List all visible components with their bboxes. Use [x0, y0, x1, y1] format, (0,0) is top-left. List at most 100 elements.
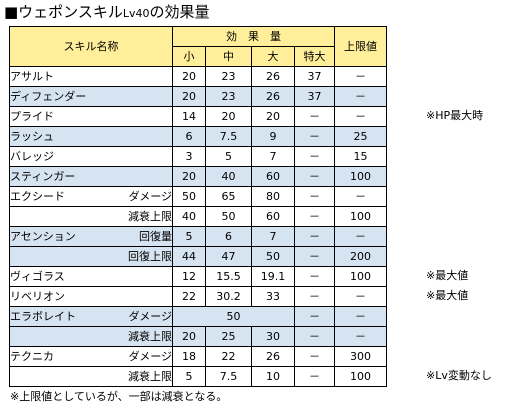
- skill-name-cell: リベリオン: [9, 286, 173, 307]
- table-row: バレッジ 3 5 7 － 15: [9, 146, 387, 167]
- table-row: 減衰上限 40 50 60 － 100: [9, 206, 387, 227]
- table-row: アサルト 20 23 26 37 －: [9, 66, 387, 87]
- table-row: リベリオン 22 30.2 33 －－: [9, 286, 387, 307]
- value-large-cell: 33: [251, 286, 295, 307]
- value-large-cell: 26: [251, 66, 295, 87]
- value-special-cell: －: [294, 166, 335, 187]
- limit-cell: 100: [334, 266, 387, 287]
- value-large-cell: 9: [251, 126, 295, 147]
- page-title: ■ウェポンスキルLv40の効果量: [4, 2, 210, 24]
- limit-cell: 100: [334, 366, 387, 387]
- limit-cell: －: [334, 286, 387, 307]
- table-row: スティンガー 20 40 60 － 100: [9, 166, 387, 187]
- limit-cell: －: [334, 66, 387, 87]
- header-row-1: スキル名称 効 果 量 上限値: [9, 26, 387, 67]
- value-medium-cell: 25: [205, 326, 252, 347]
- limit-cell: －: [334, 326, 387, 347]
- value-small-cell: 20: [172, 66, 206, 87]
- limit-cell: －: [334, 86, 387, 107]
- value-large-cell: 26: [251, 346, 295, 367]
- table-row: 減衰上限 5 7.5 10 － 100: [9, 366, 387, 387]
- note-hp-max: ※HP最大時: [426, 109, 484, 122]
- value-special-cell: －: [294, 246, 335, 267]
- skill-name-cell: [9, 366, 110, 387]
- value-small-cell: 22: [172, 286, 206, 307]
- value-large-cell: 19.1: [251, 266, 295, 287]
- value-large-cell: 20: [251, 106, 295, 127]
- value-small-cell: 5: [172, 366, 206, 387]
- value-special-cell: 37: [294, 86, 335, 107]
- effect-table: スキル名称 効 果 量 上限値 小 中 大 特大 アサルト 20 23 26 37 －ディ…: [9, 26, 387, 387]
- note-max-2: ※最大値: [426, 289, 469, 302]
- value-small-cell: 12: [172, 266, 206, 287]
- value-large-cell: 26: [251, 86, 295, 107]
- sub-label-cell: ダメージ: [109, 186, 173, 207]
- value-small-cell: 3: [172, 146, 206, 167]
- table-row: 減衰上限 20 25 30 －－: [9, 326, 387, 347]
- value-small-cell: 44: [172, 246, 206, 267]
- title-suffix: の効果量: [149, 3, 210, 21]
- footnote: ※上限値としているが、一部は減衰となる。: [10, 390, 228, 403]
- value-small-cell: 20: [172, 166, 206, 187]
- table-row: エラボレイト ダメージ 50 －－: [9, 306, 387, 327]
- header-effect: 効 果 量: [172, 26, 335, 47]
- value-medium-cell: 15.5: [205, 266, 252, 287]
- value-special-cell: －: [294, 206, 335, 227]
- value-medium-cell: 47: [205, 246, 252, 267]
- value-special-cell: －: [294, 306, 335, 327]
- value-small-cell: 6: [172, 126, 206, 147]
- table-row: ヴィゴラス 12 15.5 19.1 － 100: [9, 266, 387, 287]
- value-medium-cell: 5: [205, 146, 252, 167]
- value-small-cell: 20: [172, 86, 206, 107]
- skill-name-cell: バレッジ: [9, 146, 173, 167]
- value-special-cell: －: [294, 106, 335, 127]
- header-large: 大: [251, 46, 295, 67]
- skill-name-cell: プライド: [9, 106, 173, 127]
- value-large-cell: 30: [251, 326, 295, 347]
- table-row: 回復上限 44 47 50 － 200: [9, 246, 387, 267]
- title-level: Lv40: [122, 7, 150, 20]
- skill-name-cell: [9, 326, 110, 347]
- sub-label-cell: ダメージ: [109, 306, 173, 327]
- value-large-cell: 10: [251, 366, 295, 387]
- skill-name-cell: エラボレイト: [9, 306, 110, 327]
- sub-label-cell: 回復量: [109, 226, 173, 247]
- header-small: 小: [172, 46, 206, 67]
- value-special-cell: －: [294, 366, 335, 387]
- table-row: ディフェンダー 20 23 26 37 －: [9, 86, 387, 107]
- value-special-cell: －: [294, 146, 335, 167]
- value-small-cell: 40: [172, 206, 206, 227]
- table-row: エクシード ダメージ 50 65 80 －－: [9, 186, 387, 207]
- value-medium-cell: 7.5: [205, 126, 252, 147]
- value-special-cell: 37: [294, 66, 335, 87]
- value-medium-cell: 23: [205, 66, 252, 87]
- value-large-cell: 7: [251, 146, 295, 167]
- limit-cell: 100: [334, 166, 387, 187]
- value-large-cell: 60: [251, 206, 295, 227]
- value-medium-cell: 6: [205, 226, 252, 247]
- skill-name-cell: スティンガー: [9, 166, 173, 187]
- skill-name-cell: テクニカ: [9, 346, 110, 367]
- skill-name-cell: アセンション: [9, 226, 110, 247]
- value-special-cell: －: [294, 346, 335, 367]
- skill-name-cell: ヴィゴラス: [9, 266, 173, 287]
- title-main: ■ウェポンスキル: [4, 3, 123, 21]
- table-row: テクニカ ダメージ 18 22 26 － 300: [9, 346, 387, 367]
- skill-name-cell: エクシード: [9, 186, 110, 207]
- skill-name-cell: アサルト: [9, 66, 173, 87]
- header-skill-name: スキル名称: [9, 26, 173, 67]
- value-small-cell: 14: [172, 106, 206, 127]
- value-small-cell: 5: [172, 226, 206, 247]
- value-medium-cell: 65: [205, 186, 252, 207]
- limit-cell: 100: [334, 206, 387, 227]
- value-small-cell: 18: [172, 346, 206, 367]
- skill-name-cell: ディフェンダー: [9, 86, 173, 107]
- sub-label-cell: 減衰上限: [109, 366, 173, 387]
- value-large-cell: 80: [251, 186, 295, 207]
- value-medium-cell: 23: [205, 86, 252, 107]
- value-medium-cell: 20: [205, 106, 252, 127]
- value-large-cell: 50: [251, 246, 295, 267]
- limit-cell: －: [334, 226, 387, 247]
- value-special-cell: －: [294, 126, 335, 147]
- limit-cell: 200: [334, 246, 387, 267]
